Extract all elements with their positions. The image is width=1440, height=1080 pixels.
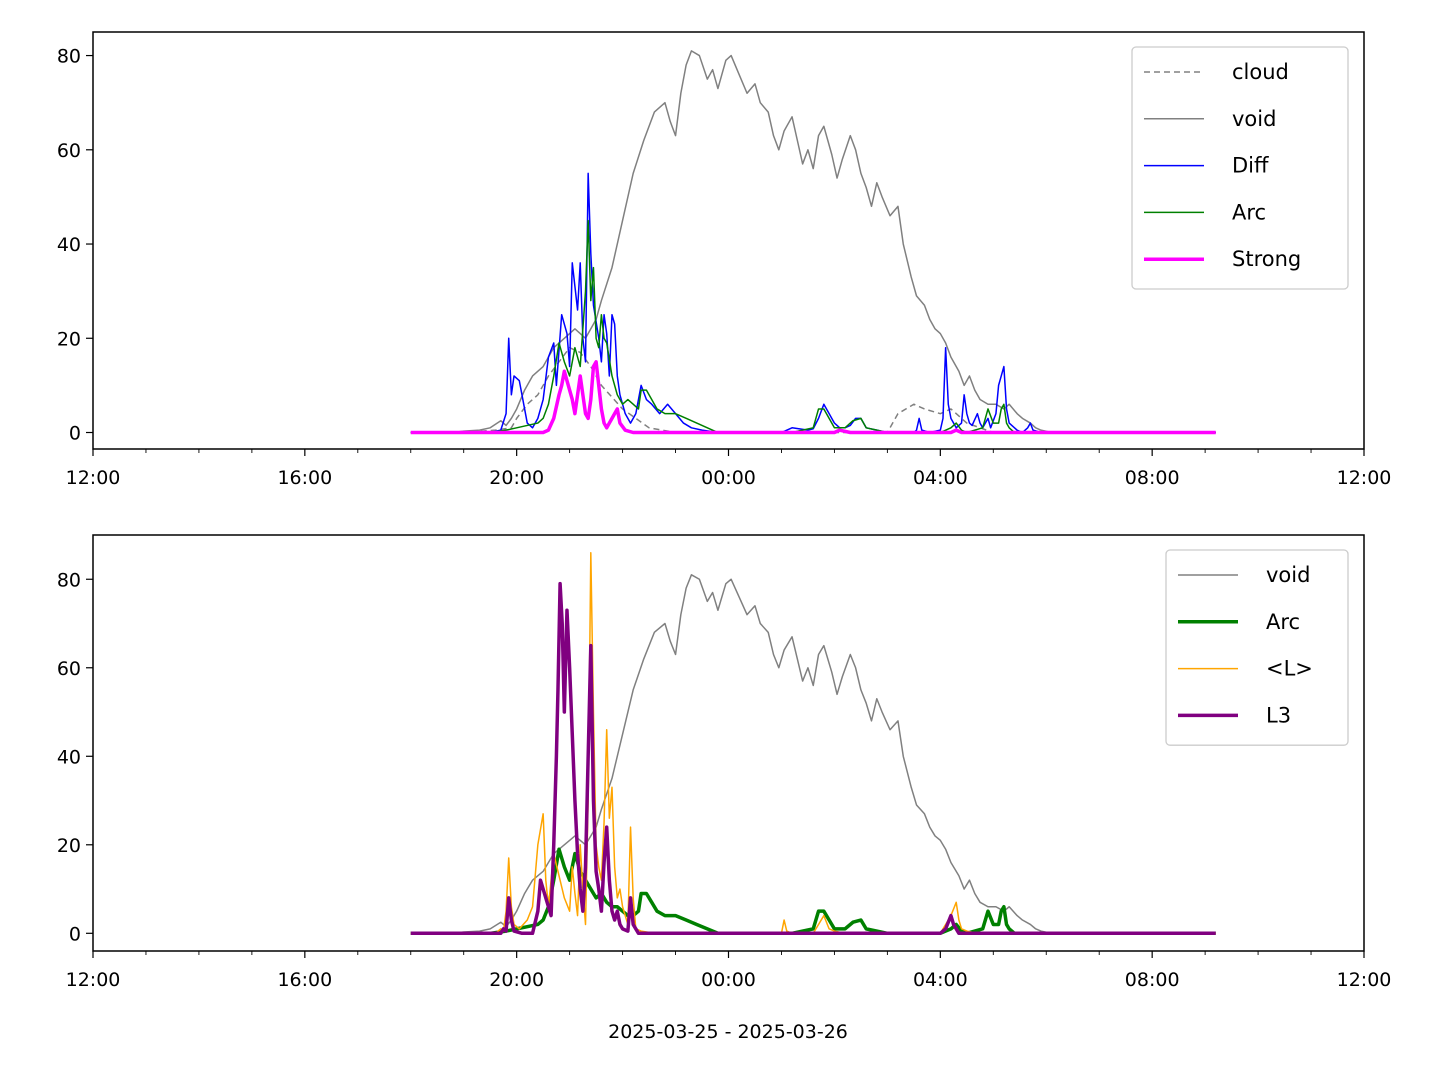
bottom-y-axis: 0 20 40 60 80 xyxy=(57,569,93,945)
series-line-cloud xyxy=(410,346,1216,434)
legend-label-arc: Arc xyxy=(1266,610,1300,634)
legend-label-arc: Arc xyxy=(1232,200,1266,224)
y-tick-label: 0 xyxy=(69,923,81,945)
series-line-void xyxy=(410,50,1216,434)
legend-label-void: void xyxy=(1266,563,1310,587)
x-tick-label: 20:00 xyxy=(489,467,544,489)
top-x-axis: 12:00 16:00 20:00 00:00 04:00 08:00 12:00 xyxy=(66,449,1392,489)
x-tick-label: 12:00 xyxy=(1337,467,1392,489)
y-tick-label: 40 xyxy=(57,746,81,768)
x-tick-label: 12:00 xyxy=(66,467,121,489)
series-line-strong xyxy=(410,360,1216,435)
y-tick-label: 60 xyxy=(57,658,81,680)
bottom-legend: void Arc <L> L3 xyxy=(1165,549,1349,746)
series-line-arc xyxy=(410,219,1216,434)
y-tick-label: 40 xyxy=(57,234,81,256)
series-line-l3 xyxy=(410,581,1216,936)
x-tick-label: 16:00 xyxy=(277,969,332,991)
x-tick-label: 20:00 xyxy=(489,969,544,991)
top-plot-lines xyxy=(410,50,1216,435)
top-legend: cloud void Diff Arc Strong xyxy=(1131,46,1349,290)
bottom-panel: 0 20 40 60 80 12:00 16:00 20:00 00:00 04:00 08:00… xyxy=(57,534,1392,991)
top-y-axis: 0 20 40 60 80 xyxy=(57,46,93,445)
legend-label-strong: Strong xyxy=(1232,247,1301,271)
top-panel: 0 20 40 60 80 12:00 16:00 20:00 00:00 04:00 08:00… xyxy=(57,31,1392,489)
legend-label-cloud: cloud xyxy=(1232,60,1289,84)
y-tick-label: 0 xyxy=(69,423,81,445)
series-line-l xyxy=(410,551,1216,935)
x-tick-label: 00:00 xyxy=(701,467,756,489)
legend-label-void: void xyxy=(1232,107,1276,131)
legend-label-l3: L3 xyxy=(1266,703,1291,727)
x-tick-label: 12:00 xyxy=(66,969,121,991)
x-tick-label: 12:00 xyxy=(1337,969,1392,991)
y-tick-label: 60 xyxy=(57,140,81,162)
legend-label-diff: Diff xyxy=(1232,154,1269,178)
x-tick-label: 16:00 xyxy=(277,467,332,489)
x-tick-label: 04:00 xyxy=(913,467,968,489)
legend-box xyxy=(1165,549,1349,746)
x-tick-label: 00:00 xyxy=(701,969,756,991)
x-axis-label: 2025-03-25 - 2025-03-26 xyxy=(608,1021,848,1043)
x-tick-label: 08:00 xyxy=(1125,969,1180,991)
legend-box xyxy=(1131,46,1349,290)
y-tick-label: 80 xyxy=(57,46,81,68)
bottom-plot-lines xyxy=(410,551,1216,936)
legend-label-l: <L> xyxy=(1266,657,1313,681)
x-tick-label: 04:00 xyxy=(913,969,968,991)
bottom-x-axis: 12:00 16:00 20:00 00:00 04:00 08:00 12:00 xyxy=(66,951,1392,991)
x-tick-label: 08:00 xyxy=(1125,467,1180,489)
y-tick-label: 80 xyxy=(57,569,81,591)
y-tick-label: 20 xyxy=(57,328,81,350)
y-tick-label: 20 xyxy=(57,835,81,857)
